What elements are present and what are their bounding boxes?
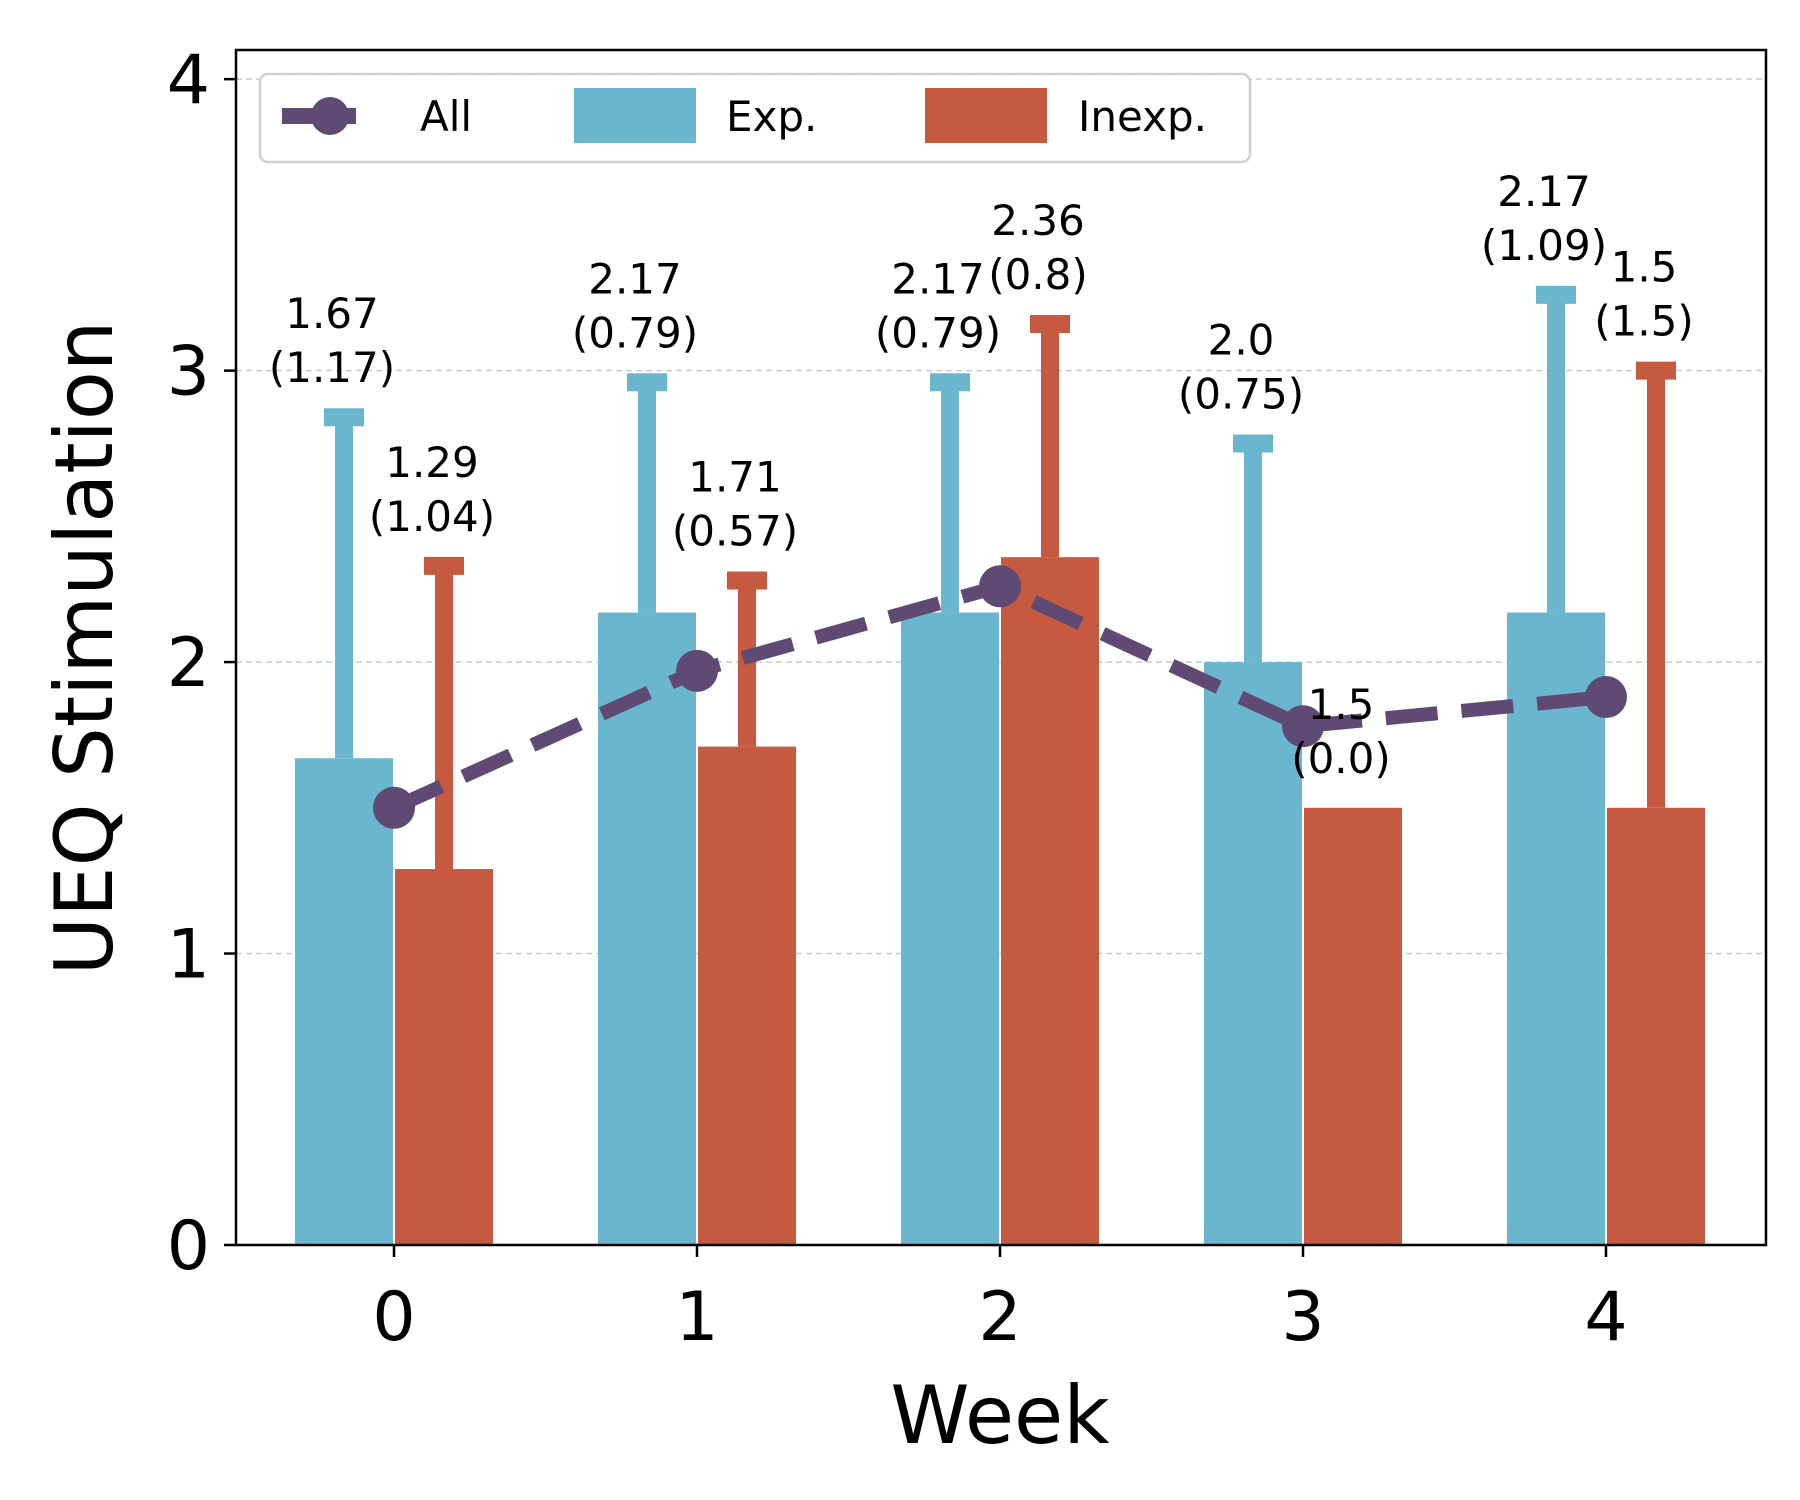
exp-bar-week-3 — [1204, 662, 1302, 1245]
all-series-line — [373, 565, 1627, 829]
exp-bar-week-1 — [598, 612, 696, 1245]
inexp-bar-week-3 — [1304, 807, 1402, 1245]
axes: 0 1 2 3 4 0 1 2 3 4 — [167, 41, 1628, 1357]
inexp-sd-label-week-0: (1.04) — [369, 492, 495, 541]
all-marker-week-1 — [676, 649, 718, 692]
inexp-bar-week-2 — [1001, 557, 1099, 1245]
exp-mean-label-week-2: 2.17 — [891, 254, 985, 303]
bar-annotations: 1.67 (1.17) 2.17 (0.79) 2.17 (0.79) 2.0 (0.75) 2… — [269, 167, 1694, 783]
inexp-sd-label-week-2: (0.8) — [988, 250, 1088, 299]
inexp-mean-label-week-2: 2.36 — [991, 196, 1085, 245]
inexp-mean-label-week-3: 1.5 — [1308, 680, 1375, 729]
exp-sd-label-week-0: (1.17) — [269, 343, 395, 392]
inexp-mean-label-week-4: 1.5 — [1611, 243, 1678, 292]
legend-all-marker — [311, 97, 349, 135]
y-tick-label-0: 0 — [167, 1207, 210, 1286]
exp-sd-label-week-1: (0.79) — [572, 308, 698, 357]
inexp-mean-label-week-0: 1.29 — [385, 438, 479, 487]
all-marker-week-4 — [1585, 676, 1627, 719]
inexp-sd-label-week-3: (0.0) — [1291, 734, 1391, 783]
exp-sd-label-week-4: (1.09) — [1481, 221, 1607, 270]
bars — [295, 557, 1705, 1245]
exp-sd-label-week-2: (0.79) — [875, 308, 1001, 357]
x-tick-label-1: 1 — [675, 1278, 718, 1357]
exp-bar-week-2 — [901, 612, 999, 1245]
exp-mean-label-week-1: 2.17 — [588, 254, 682, 303]
y-tick-label-3: 3 — [167, 333, 210, 412]
legend-label-exp: Exp. — [726, 92, 817, 141]
inexp-sd-label-week-4: (1.5) — [1594, 297, 1694, 346]
y-tick-label-2: 2 — [167, 624, 210, 703]
exp-bar-week-0 — [295, 758, 393, 1245]
y-axis-label: UEQ Stimulation — [38, 321, 131, 976]
legend-exp-swatch — [574, 88, 696, 143]
x-tick-label-0: 0 — [372, 1278, 415, 1357]
exp-mean-label-week-3: 2.0 — [1208, 315, 1275, 364]
error-bars — [324, 285, 1676, 870]
inexp-bar-week-0 — [395, 869, 493, 1245]
inexp-mean-label-week-1: 1.71 — [688, 452, 782, 501]
all-marker-week-2 — [979, 565, 1021, 608]
legend-label-inexp: Inexp. — [1078, 92, 1207, 141]
x-tick-label-3: 3 — [1281, 1278, 1324, 1357]
exp-mean-label-week-0: 1.67 — [285, 289, 379, 338]
inexp-bar-week-4 — [1607, 807, 1705, 1245]
exp-bar-week-4 — [1507, 612, 1605, 1245]
legend-label-all: All — [420, 92, 472, 141]
inexp-sd-label-week-1: (0.57) — [672, 506, 798, 555]
legend-inexp-swatch — [925, 88, 1047, 143]
x-tick-label-4: 4 — [1584, 1278, 1627, 1357]
x-tick-label-2: 2 — [978, 1278, 1021, 1357]
exp-mean-label-week-4: 2.17 — [1497, 167, 1591, 216]
exp-sd-label-week-3: (0.75) — [1178, 369, 1304, 418]
legend: All Exp. Inexp. — [258, 72, 1252, 164]
inexp-bar-week-1 — [698, 746, 796, 1245]
x-axis-label: Week — [890, 1369, 1110, 1462]
all-marker-week-3 — [1282, 705, 1324, 748]
y-tick-label-4: 4 — [167, 41, 210, 120]
y-tick-label-1: 1 — [167, 916, 210, 995]
all-marker-week-0 — [373, 786, 415, 829]
all-line — [391, 579, 1607, 815]
